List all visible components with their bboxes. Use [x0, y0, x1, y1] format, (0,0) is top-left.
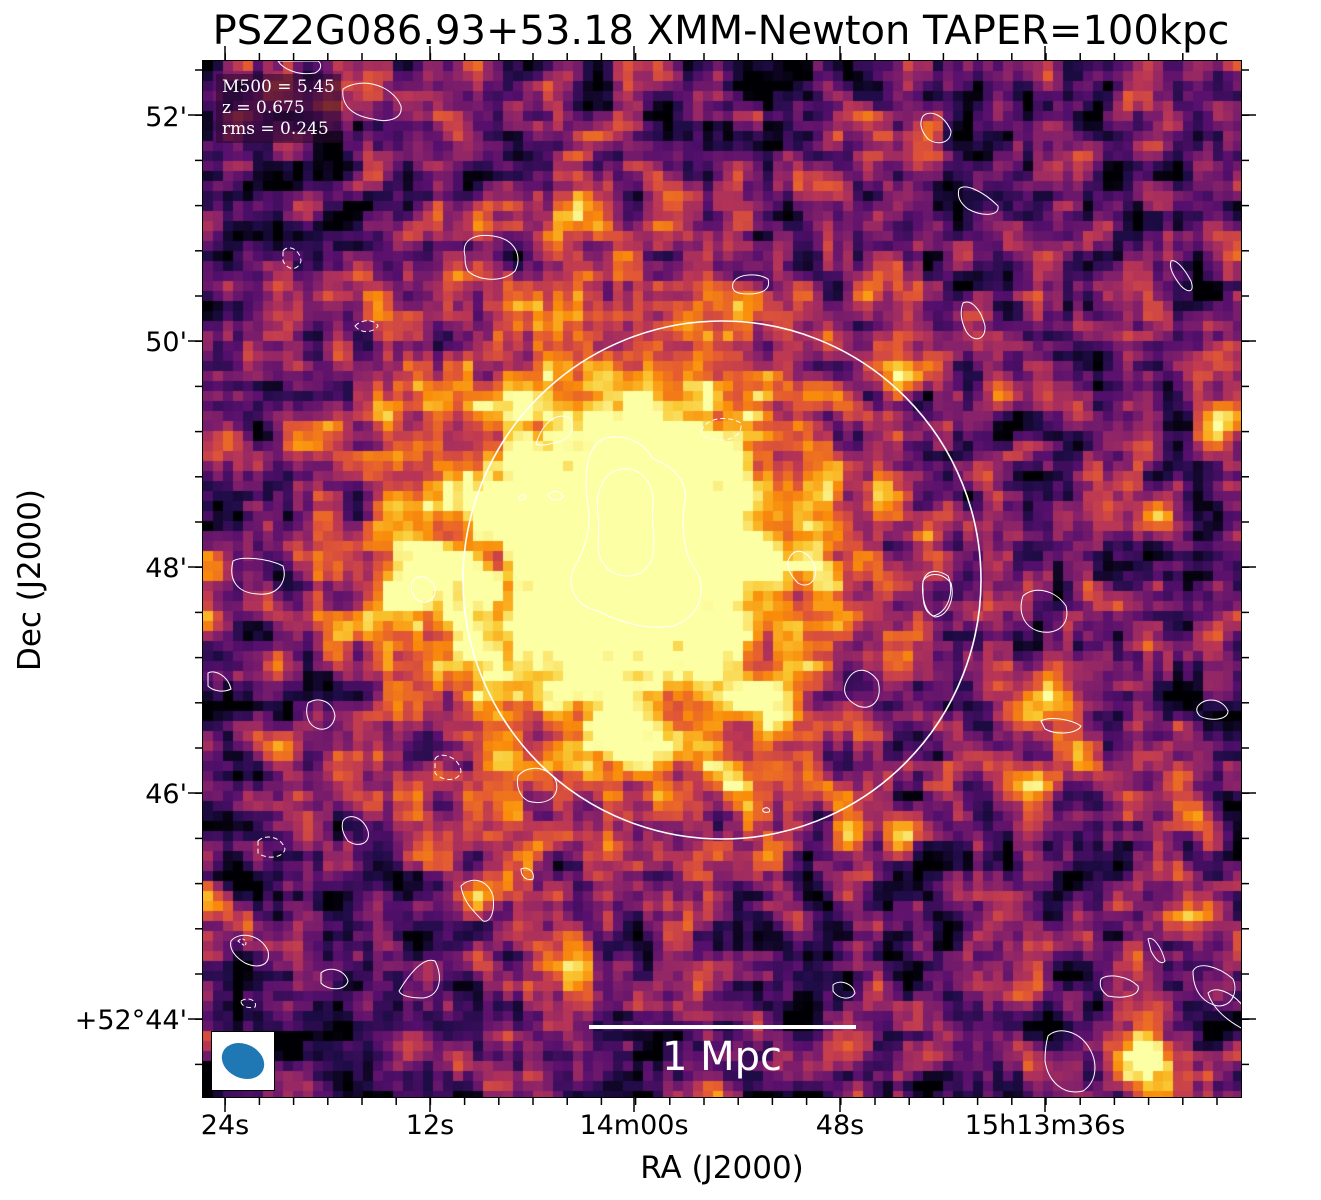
radio-contour [460, 879, 494, 922]
radio-contour [922, 574, 953, 618]
radio-contour [410, 576, 436, 603]
radio-contour [1040, 718, 1082, 734]
y-tick-label: 50' [145, 327, 187, 358]
x-tick-label: 48s [815, 1110, 865, 1141]
y-axis-label: Dec (J2000) [12, 488, 48, 672]
y-tick-label: 46' [145, 779, 187, 810]
radio-contour [257, 836, 286, 858]
radio-contour [1099, 975, 1139, 998]
radio-contour [277, 61, 322, 75]
radio-contour [230, 934, 269, 967]
radio-contour [1170, 260, 1193, 292]
y-tick-label: 48' [145, 553, 187, 584]
radio-contour [434, 754, 462, 780]
radio-contour [1207, 989, 1241, 1029]
radio-contour [342, 82, 402, 121]
radio-contour [463, 234, 519, 280]
radio-contour [1020, 589, 1068, 633]
y-tick-label: 52' [145, 102, 187, 133]
x-tick-label: 12s [405, 1110, 455, 1141]
radio-contour [920, 112, 952, 144]
m500-label: M500 = 5.45 [222, 77, 335, 97]
beam-legend [211, 1031, 275, 1091]
radio-contour [282, 247, 302, 269]
radio-contour [341, 816, 369, 845]
radio-contour [832, 981, 856, 999]
radio-contour [570, 436, 702, 628]
radio-contour [732, 274, 770, 295]
radio-contour [207, 671, 232, 692]
radio-contour [398, 959, 440, 999]
info-box: M500 = 5.45 z = 0.675 rms = 0.245 [216, 74, 341, 143]
redshift-label: z = 0.675 [222, 98, 305, 118]
radio-contour [547, 490, 564, 501]
beam-ellipse [221, 1043, 265, 1079]
radio-contour [596, 468, 655, 577]
x-axis-label: RA (J2000) [640, 1150, 804, 1186]
radio-contour [306, 699, 336, 730]
x-tick-label: 24s [200, 1110, 250, 1141]
radio-contour [535, 415, 573, 446]
r500-circle [462, 320, 982, 840]
image-panel [202, 60, 1242, 1098]
radio-contour [700, 418, 742, 441]
radio-contour [240, 998, 257, 1009]
radio-contour [320, 968, 349, 990]
xray-image [203, 61, 1241, 1097]
radio-contour [844, 669, 880, 708]
radio-contour [787, 551, 817, 586]
radio-contour [518, 494, 526, 501]
radio-contour [520, 867, 534, 881]
x-tick-label: 15h13m36s [964, 1110, 1126, 1141]
radio-contour [1192, 965, 1236, 1007]
radio-contour [762, 807, 770, 813]
y-tick-label: +52°44' [74, 1005, 187, 1036]
radio-contour [1196, 699, 1229, 720]
radio-contour [960, 301, 986, 340]
radio-contour [354, 320, 379, 333]
radio-contour [237, 938, 247, 947]
radio-contour [1147, 937, 1166, 964]
contour-overlay [207, 61, 1241, 1093]
radio-contour [1044, 1030, 1096, 1093]
radio-contour [957, 186, 999, 215]
x-tick-label: 14m00s [579, 1110, 689, 1141]
scale-bar-label: 1 Mpc [661, 1034, 783, 1080]
figure-title: PSZ2G086.93+53.18 XMM-Newton TAPER=100kp… [212, 8, 1230, 54]
rms-label: rms = 0.245 [222, 119, 329, 139]
radio-contour [922, 571, 952, 617]
radio-contour [516, 767, 558, 804]
radio-contour [231, 557, 285, 595]
